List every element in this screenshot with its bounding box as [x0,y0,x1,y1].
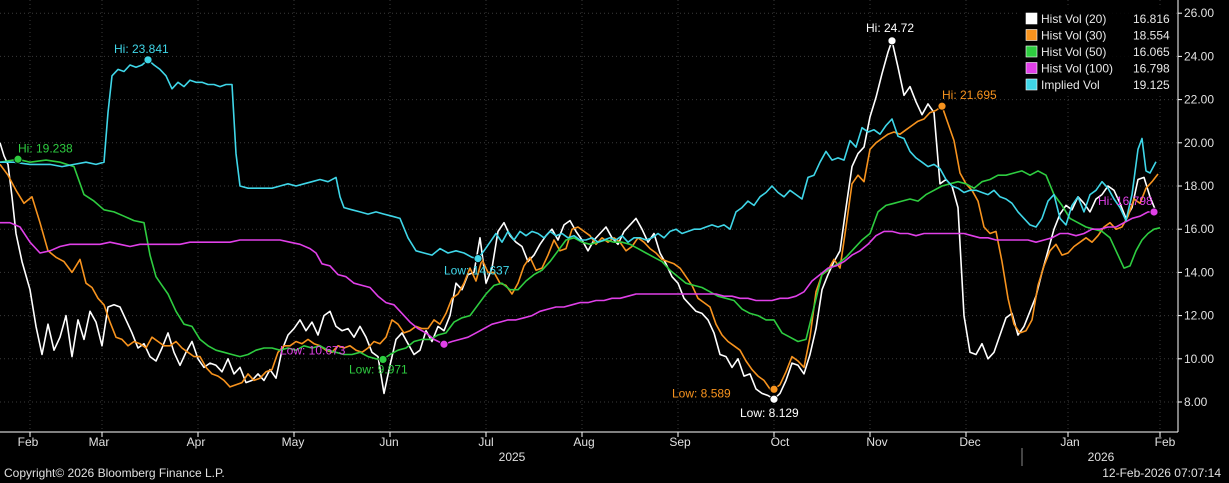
annotation-marker [378,355,388,364]
legend-last-value: 19.125 [1133,78,1170,92]
annotation-label: Low: 8.589 [672,386,731,400]
annotation-label: Low: 9.971 [349,362,408,376]
copyright-notice: Copyright© 2026 Bloomberg Finance L.P. [4,466,225,480]
y-tick-label: 16.00 [1184,222,1214,236]
annotation-label: Hi: 24.72 [866,21,914,35]
year-label: 2026 [1088,450,1115,464]
annotation-label: Low: 10.673 [280,343,346,357]
year-label: 2025 [499,450,526,464]
x-tick-label: Feb [18,435,39,449]
y-tick-label: 20.00 [1184,136,1214,150]
annotation-label: Hi: 21.695 [942,88,997,102]
legend-last-value: 16.798 [1133,62,1170,76]
x-tick-label: Feb [1155,435,1176,449]
annotation-label: Low: 14.637 [444,264,510,278]
annotation-marker [1149,207,1159,217]
annotation-marker [769,394,779,404]
annotation-marker [13,154,23,164]
annotations: Hi: 24.72 Low: 8.129 Hi: 21.695 Low: 8.589 H… [13,21,1159,420]
annotation-label: Low: 8.129 [740,406,799,420]
x-tick-label: Aug [573,435,594,449]
x-tick-label: Apr [187,435,206,449]
x-tick-label: Dec [959,435,980,449]
x-tick-label: Mar [89,435,110,449]
legend-box [1020,8,1176,94]
x-tick-label: Jan [1060,435,1079,449]
legend-series-name: Hist Vol (30) [1041,29,1106,43]
legend-series-name: Hist Vol (100) [1041,62,1113,76]
grid-lines [0,0,1178,432]
y-tick-label: 12.00 [1184,309,1214,323]
legend-swatch [1025,45,1038,58]
x-tick-label: Oct [771,435,790,449]
legend-swatch [1025,62,1038,74]
series-line-0 [0,40,1157,400]
y-tick-label: 26.00 [1184,6,1214,20]
legend-series-name: Hist Vol (20) [1041,12,1106,26]
x-axis: Feb Mar Apr May Jun Jul Aug Sep Oct Nov Dec Jan Feb 2… [0,431,1178,466]
legend-swatch [1025,12,1038,25]
series-line-3 [0,211,1155,346]
series-line-2 [0,158,1161,361]
legend-last-value: 18.554 [1133,29,1170,43]
x-tick-label: Jun [379,435,398,449]
x-tick-label: Nov [866,435,887,449]
y-tick-label: 8.00 [1184,395,1208,409]
annotation-marker [769,384,779,394]
series-lines [0,40,1161,400]
y-tick-label: 18.00 [1184,179,1214,193]
annotation-label: Hi: 16.798 [1098,194,1153,208]
legend-last-value: 16.065 [1133,45,1170,59]
y-tick-label: 22.00 [1184,93,1214,107]
annotation-marker [937,101,947,111]
series-line-4 [0,59,1157,260]
legend-series-name: Implied Vol [1041,78,1100,92]
annotation-label: Hi: 19.238 [18,141,73,155]
legend-last-value: 16.816 [1133,12,1170,26]
series-line-1 [0,105,1159,391]
y-tick-label: 10.00 [1184,352,1214,366]
legend-series-name: Hist Vol (50) [1041,45,1106,59]
y-tick-label: 14.00 [1184,265,1214,279]
legend-swatch [1025,29,1038,41]
legend-swatch [1025,78,1038,91]
y-tick-label: 24.00 [1184,49,1214,63]
x-tick-label: Sep [669,435,691,449]
annotation-marker [473,254,483,264]
y-axis: 8.00 10.00 12.00 14.00 16.00 18.00 20.00 22.00 2… [1177,0,1214,432]
x-tick-label: May [282,435,305,449]
volatility-chart: 8.00 10.00 12.00 14.00 16.00 18.00 20.00 22.00 2… [0,0,1214,466]
annotation-marker [439,339,449,349]
annotation-marker [143,55,153,65]
timestamp: 12-Feb-2026 07:07:14 [1102,466,1221,480]
x-tick-label: Jul [478,435,493,449]
legend[interactable]: Hist Vol (20) 16.816 Hist Vol (30) 18.554 Hi… [1020,8,1176,94]
annotation-marker [887,36,897,46]
annotation-label: Hi: 23.841 [114,42,169,56]
